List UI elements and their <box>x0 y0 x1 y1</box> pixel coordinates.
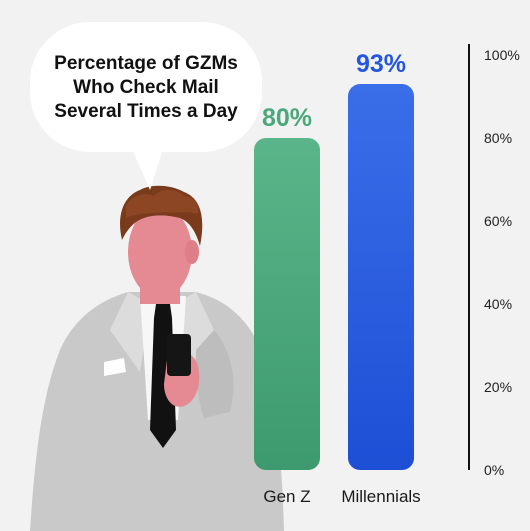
y-tick-label: 100% <box>484 47 520 63</box>
bubble-body <box>30 22 262 152</box>
speech-bubble: Percentage of GZMs Who Check Mail Severa… <box>30 22 262 190</box>
y-tick-label: 0% <box>484 462 504 478</box>
pocket-square <box>104 358 126 376</box>
bar-gen-z <box>254 138 320 470</box>
data-label-gen-z: 80% <box>262 104 312 132</box>
data-labels: 80% 93% <box>262 50 406 132</box>
y-tick-label: 40% <box>484 296 512 312</box>
chart-title-line-1: Percentage of GZMs <box>54 53 238 74</box>
bars <box>254 84 414 471</box>
phone <box>167 334 191 376</box>
y-tick-label: 20% <box>484 379 512 395</box>
data-label-millennials: 93% <box>356 50 406 78</box>
category-label-millennials: Millennials <box>341 487 420 506</box>
category-label-gen-z: Gen Z <box>263 487 310 506</box>
y-axis: 0% 20% 40% 60% 80% 100% <box>468 44 520 478</box>
chart-title-line-2: Who Check Mail <box>73 77 219 98</box>
right-sleeve <box>196 330 234 418</box>
jacket-left-lapel <box>110 292 150 372</box>
y-tick-label: 60% <box>484 213 512 229</box>
hair-curls <box>126 190 199 218</box>
ear <box>185 240 199 264</box>
bar-millennials <box>348 84 414 471</box>
bubble-tail <box>128 140 166 190</box>
y-tick-label: 80% <box>484 130 512 146</box>
man-illustration <box>30 185 284 531</box>
chart-title-line-3: Several Times a Day <box>54 101 238 122</box>
x-axis-labels: Gen Z Millennials <box>263 487 420 506</box>
face <box>128 206 192 298</box>
